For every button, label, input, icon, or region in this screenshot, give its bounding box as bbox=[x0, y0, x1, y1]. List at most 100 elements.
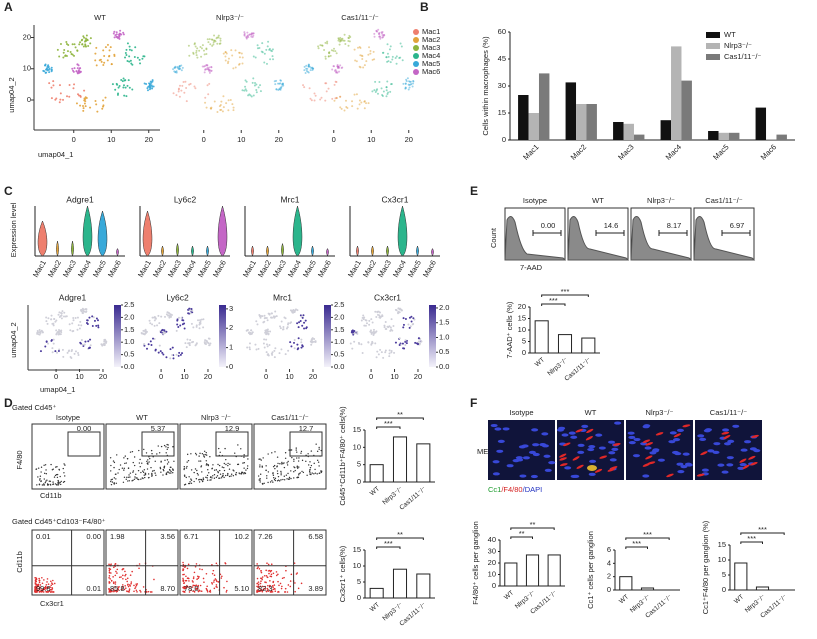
umap-dot bbox=[376, 92, 379, 95]
umap-dot bbox=[339, 95, 342, 98]
y-axis-label: Expression level bbox=[9, 202, 18, 257]
feature-dot bbox=[265, 351, 268, 354]
umap-dot bbox=[122, 31, 125, 34]
feature-dot bbox=[376, 350, 379, 353]
feature-dot bbox=[60, 317, 63, 320]
y-tick-label: 10 bbox=[353, 561, 361, 570]
flow-dot bbox=[39, 584, 42, 586]
gene-title: Mrc1 bbox=[273, 292, 292, 302]
feature-dot bbox=[386, 325, 389, 328]
feature-dot bbox=[410, 320, 413, 323]
macrophage bbox=[642, 463, 651, 467]
flow-dot bbox=[289, 585, 292, 588]
feature-dot bbox=[95, 324, 98, 327]
column-title: Cas1/11⁻/⁻ bbox=[271, 413, 308, 422]
umap-dot bbox=[207, 68, 210, 71]
flow-dot bbox=[39, 479, 41, 481]
feature-dot bbox=[158, 322, 161, 325]
flow-dot bbox=[212, 569, 215, 572]
legend-swatch bbox=[413, 61, 419, 67]
flow-dot bbox=[198, 479, 200, 481]
feature-dot bbox=[265, 338, 268, 341]
umap-dot bbox=[259, 84, 262, 87]
flow-dot bbox=[207, 464, 210, 467]
feature-dot bbox=[418, 340, 421, 343]
flow-dot bbox=[165, 446, 167, 448]
flow-dot bbox=[163, 444, 166, 447]
umap-dot bbox=[344, 99, 347, 102]
macrophage bbox=[642, 439, 651, 444]
flow-dot bbox=[269, 570, 272, 573]
nucleus bbox=[713, 442, 721, 446]
flow-dot bbox=[298, 466, 300, 468]
flow-dot bbox=[282, 463, 284, 465]
umap-dot bbox=[258, 46, 261, 49]
flow-dot bbox=[126, 458, 129, 460]
umap-dot bbox=[180, 64, 183, 67]
umap-dot bbox=[62, 56, 65, 59]
umap-dot bbox=[83, 36, 86, 39]
flow-dot bbox=[209, 589, 212, 592]
umap-dot bbox=[385, 86, 388, 89]
feature-dot bbox=[356, 332, 359, 335]
flow-dot bbox=[289, 580, 292, 582]
bar bbox=[547, 554, 561, 587]
flow-dot bbox=[307, 453, 309, 455]
flow-dot bbox=[182, 580, 185, 583]
flow-dot bbox=[282, 478, 284, 481]
umap-dot bbox=[390, 83, 393, 86]
flow-dot bbox=[267, 563, 270, 566]
umap-dot bbox=[59, 43, 62, 46]
flow-dot bbox=[157, 445, 159, 447]
feature-dot bbox=[39, 350, 42, 353]
flow-dot bbox=[305, 460, 307, 463]
flow-dot bbox=[257, 590, 260, 593]
flow-dot bbox=[192, 576, 195, 578]
flow-dot bbox=[184, 475, 186, 477]
feature-dot bbox=[310, 343, 313, 346]
feature-dot bbox=[259, 314, 262, 317]
x-tick-label: 20 bbox=[145, 135, 153, 144]
bar bbox=[728, 132, 740, 140]
flow-dot bbox=[258, 568, 261, 570]
umap-dot bbox=[75, 70, 78, 73]
flow-dot bbox=[213, 581, 215, 583]
flow-dot bbox=[213, 579, 215, 582]
umap-dot bbox=[203, 53, 206, 56]
panel-label: D bbox=[4, 396, 13, 410]
feature-dot bbox=[100, 343, 103, 346]
colorbar-tick-label: 2.5 bbox=[124, 300, 134, 309]
feature-dot bbox=[72, 319, 75, 322]
feature-dot bbox=[209, 342, 212, 345]
flow-dot bbox=[194, 468, 197, 470]
feature-dot bbox=[168, 312, 171, 315]
feature-dot bbox=[165, 330, 168, 333]
x-tick-label: Mac6 bbox=[421, 258, 438, 278]
flow-dot bbox=[112, 587, 114, 590]
x-tick-label: Mac3 bbox=[271, 258, 288, 278]
flow-dot bbox=[243, 454, 245, 456]
feature-dot bbox=[412, 317, 415, 320]
bar bbox=[534, 320, 549, 354]
flow-dot bbox=[135, 584, 138, 587]
umap-dot bbox=[407, 88, 410, 91]
flow-dot bbox=[261, 577, 263, 580]
umap-dot bbox=[187, 44, 190, 47]
umap-dot bbox=[79, 41, 82, 44]
bar bbox=[565, 82, 577, 140]
umap-dot bbox=[65, 41, 68, 44]
feature-dot bbox=[271, 312, 274, 315]
feature-dot bbox=[267, 312, 270, 315]
macrophage bbox=[612, 443, 621, 446]
feature-dot bbox=[58, 315, 61, 318]
flow-dot bbox=[217, 463, 219, 466]
feature-dot bbox=[62, 315, 65, 318]
flow-dot bbox=[128, 589, 131, 592]
feature-dot bbox=[72, 317, 75, 320]
flow-dot bbox=[284, 452, 287, 454]
nucleus bbox=[722, 428, 730, 432]
flow-dot bbox=[259, 477, 261, 480]
flow-dot bbox=[52, 591, 55, 593]
flow-dot bbox=[314, 468, 316, 471]
nucleus bbox=[668, 440, 676, 444]
